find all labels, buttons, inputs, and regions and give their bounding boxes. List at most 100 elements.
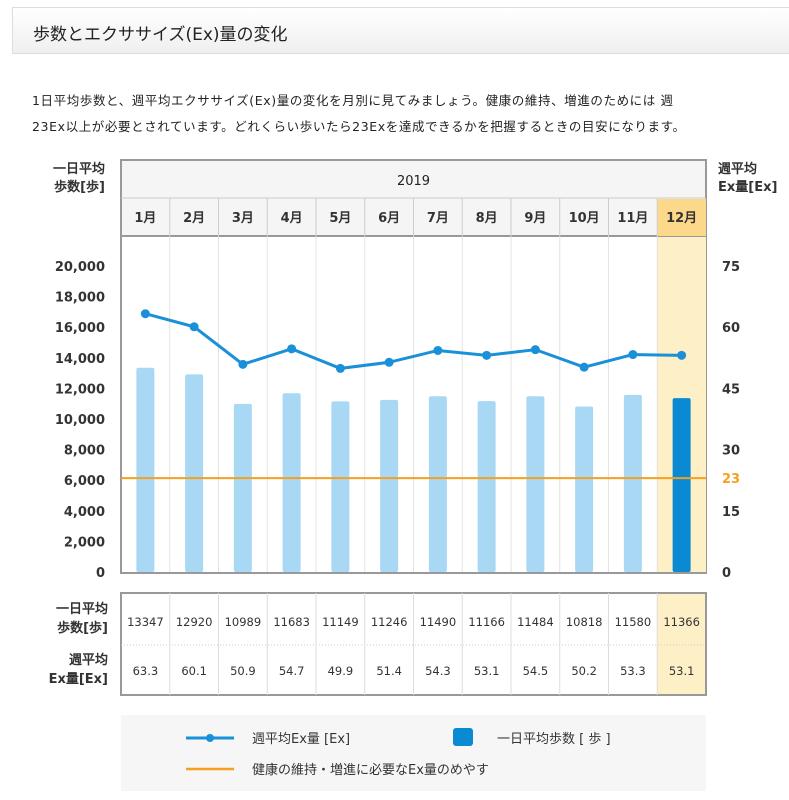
line-point-ex [677, 350, 687, 360]
table-row-label: Ex量[Ex] [49, 672, 108, 687]
table-cell-ex: 53.1 [474, 664, 500, 678]
table-cell-steps: 11246 [371, 615, 408, 629]
left-tick-label: 0 [96, 566, 105, 581]
left-tick-label: 20,000 [55, 260, 105, 275]
table-cell-ex: 54.7 [279, 664, 305, 678]
section-title: 歩数とエクササイズ(Ex)量の変化 [33, 25, 288, 45]
intro-line-2: 23Ex以上が必要とされています。どれくらい歩いたら23Exを達成できるかを把握… [32, 119, 686, 134]
table-row-label: 歩数[歩] [57, 620, 108, 636]
bar-steps [575, 406, 594, 572]
bar-steps [136, 367, 155, 572]
month-label: 3月 [232, 211, 254, 226]
highlight-month-header [657, 199, 706, 236]
month-label: 2月 [183, 211, 205, 226]
table-cell-ex: 54.3 [425, 664, 451, 678]
bar-steps [672, 398, 691, 572]
left-tick-label: 12,000 [55, 382, 105, 397]
month-label: 11月 [617, 211, 648, 226]
table-row-label: 週平均 [69, 652, 108, 668]
table-cell-ex: 49.9 [328, 664, 354, 678]
table-cell-steps: 13347 [127, 615, 164, 629]
right-tick-label: 15 [722, 505, 740, 520]
legend-label-ex: 週平均Ex量 [Ex] [252, 732, 350, 747]
table-cell-ex: 53.1 [669, 664, 695, 678]
month-label: 4月 [281, 211, 303, 226]
line-point-ex [530, 345, 540, 355]
year-label: 2019 [397, 174, 430, 189]
line-point-ex [579, 362, 589, 372]
line-point-ex [140, 309, 150, 319]
legend [121, 715, 706, 791]
intro-text: 1日平均歩数と、週平均エクササイズ(Ex)量の変化を月別に見てみましょう。健康の… [32, 88, 782, 140]
right-tick-label: 30 [722, 444, 740, 459]
left-tick-label: 4,000 [64, 505, 105, 520]
table-cell-ex: 54.5 [523, 664, 549, 678]
month-label: 1月 [134, 211, 156, 226]
month-label: 8月 [476, 211, 498, 226]
table-highlight-column [657, 593, 706, 695]
right-tick-label: 45 [722, 382, 740, 397]
table-cell-ex: 53.3 [620, 664, 646, 678]
table-cell-steps: 10818 [566, 615, 603, 629]
month-label: 5月 [329, 211, 351, 226]
legend-line-marker [206, 734, 214, 742]
left-axis-title: 一日平均 [53, 161, 105, 177]
right-tick-label: 0 [722, 566, 731, 581]
table-cell-steps: 11683 [273, 615, 310, 629]
table-cell-steps: 11166 [468, 615, 505, 629]
right-tick-label: 60 [722, 321, 740, 336]
table-cell-steps: 12920 [176, 615, 213, 629]
bar-steps [428, 396, 447, 572]
month-label: 10月 [569, 211, 600, 226]
bar-steps [282, 393, 301, 572]
left-tick-label: 18,000 [55, 291, 105, 306]
left-tick-label: 10,000 [55, 413, 105, 428]
table-cell-steps: 11490 [420, 615, 457, 629]
bar-steps [526, 396, 545, 572]
left-tick-label: 14,000 [55, 352, 105, 367]
line-point-ex [433, 345, 443, 355]
left-tick-label: 6,000 [64, 474, 105, 489]
right-tick-label: 75 [722, 260, 740, 275]
line-point-ex [189, 322, 199, 332]
line-point-ex [287, 344, 297, 354]
section-header: 歩数とエクササイズ(Ex)量の変化 [12, 7, 789, 54]
left-tick-label: 2,000 [64, 535, 105, 550]
line-point-ex [384, 357, 394, 367]
right-axis-title: 週平均 [718, 161, 757, 177]
line-point-ex [238, 359, 248, 369]
bar-steps [477, 401, 496, 572]
month-label: 7月 [427, 211, 449, 226]
month-label: 9月 [524, 211, 546, 226]
table-row-label: 一日平均 [56, 601, 108, 617]
table-cell-steps: 11149 [322, 615, 359, 629]
table-cell-ex: 51.4 [376, 664, 402, 678]
month-label: 12月 [666, 211, 697, 226]
left-tick-label: 8,000 [64, 444, 105, 459]
table-cell-steps: 11366 [663, 615, 700, 629]
left-tick-label: 16,000 [55, 321, 105, 336]
bar-steps [185, 374, 204, 572]
bar-steps [331, 401, 350, 572]
bar-steps [233, 403, 252, 572]
line-point-ex [628, 350, 638, 360]
table-cell-ex: 63.3 [133, 664, 159, 678]
bar-steps [623, 394, 642, 572]
legend-label-steps: 一日平均歩数 [ 歩 ] [497, 732, 611, 747]
table-cell-ex: 50.9 [230, 664, 256, 678]
table-cell-steps: 10989 [225, 615, 262, 629]
right-tick-label: 23 [722, 472, 740, 487]
legend-bar-swatch [453, 728, 473, 746]
table-cell-steps: 11580 [615, 615, 652, 629]
table-cell-ex: 60.1 [181, 664, 207, 678]
line-point-ex [335, 363, 345, 373]
line-point-ex [482, 350, 492, 360]
legend-label-ref: 健康の維持・増進に必要なEx量のめやす [252, 762, 489, 778]
bar-steps [380, 399, 399, 572]
table-cell-steps: 11484 [517, 615, 554, 629]
right-axis-title: Ex量[Ex] [718, 180, 777, 195]
intro-line-1: 1日平均歩数と、週平均エクササイズ(Ex)量の変化を月別に見てみましょう。健康の… [32, 93, 674, 108]
table-cell-ex: 50.2 [571, 664, 597, 678]
line-ex [144, 312, 682, 370]
